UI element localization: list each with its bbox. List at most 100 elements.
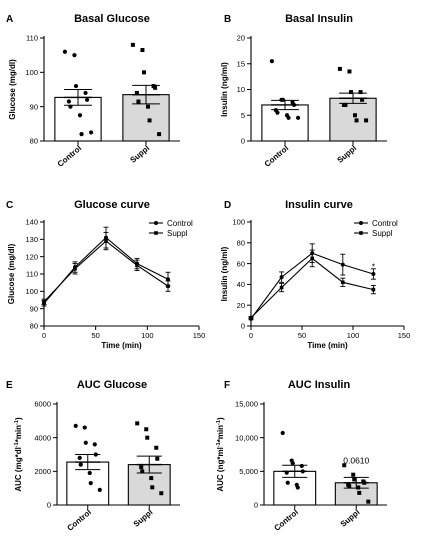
panel-title: Glucose curve [74, 199, 150, 211]
data-point-control [88, 130, 94, 135]
data-point-control [295, 485, 300, 490]
data-point-suppl [140, 469, 145, 474]
data-point-suppl [362, 480, 367, 485]
y-tick-label: 110 [26, 34, 38, 43]
y-tick-label: 2000 [34, 467, 51, 476]
legend-marker-suppl [154, 231, 158, 235]
data-point-control [79, 132, 84, 137]
data-point-control [62, 49, 68, 54]
data-point-suppl [249, 315, 253, 320]
y-axis-title: Glucose (mg/dl) [8, 59, 17, 120]
panel-letter: C [6, 200, 13, 211]
data-point-control [73, 423, 78, 428]
data-point-control [87, 470, 92, 476]
data-point-control [291, 102, 297, 108]
x-tick-label: 50 [91, 331, 99, 340]
data-point-control [97, 487, 102, 492]
legend-label: Suppl [372, 229, 393, 238]
panel-letter: B [224, 14, 231, 25]
x-category-label: Control [272, 508, 300, 533]
legend-marker-control [154, 221, 158, 225]
data-point-control [279, 275, 284, 280]
y-tick-label: 10 [237, 85, 245, 94]
panel-title: AUC Glucose [77, 379, 147, 391]
data-point-suppl [279, 285, 284, 290]
data-point-suppl [104, 239, 108, 243]
x-category-label: Suppl [128, 144, 151, 165]
y-tick-label: 80 [30, 322, 38, 331]
data-point-control [66, 99, 72, 104]
data-point-control [300, 469, 305, 474]
x-tick-label: 100 [347, 331, 360, 340]
data-point-control [93, 452, 98, 457]
data-point-suppl [353, 113, 357, 118]
data-point-control [284, 470, 289, 475]
data-point-suppl [366, 499, 371, 504]
y-tick-label: 100 [25, 68, 38, 77]
data-point-suppl [142, 70, 146, 75]
data-point-control [166, 277, 170, 282]
data-point-suppl [347, 69, 352, 74]
data-point-control [340, 262, 345, 267]
y-tick-label: 100 [25, 287, 38, 296]
data-point-suppl [159, 491, 164, 496]
y-axis-title: AUC (mg*dl-1*min-1) [14, 417, 23, 492]
data-point-control [78, 462, 83, 467]
panel-f: F AUC Insulin Control Suppl 0 5,000 10,000 15,0… [216, 379, 387, 533]
data-point-control [371, 272, 376, 276]
y-axis-title: Glucose (mg/dl) [7, 243, 16, 304]
data-point-control [275, 110, 280, 115]
legend-marker-suppl [359, 231, 363, 235]
data-point-suppl [149, 476, 154, 481]
data-point-suppl [354, 118, 359, 123]
y-tick-label: 120 [25, 252, 38, 261]
data-point-suppl [134, 90, 139, 95]
legend-label: Control [372, 219, 398, 228]
y-tick-label: 80 [237, 239, 245, 248]
x-category-label: Control [56, 144, 84, 169]
data-point-control [285, 480, 290, 485]
data-point-suppl [371, 287, 376, 292]
y-tick-label: 90 [30, 304, 38, 313]
y-axis-title: Insulin (ng/ml) [220, 246, 229, 301]
x-category-label: Suppl [339, 508, 362, 529]
data-point-control [299, 463, 304, 469]
data-point-control [290, 461, 295, 466]
y-axis-title: AUC (ng*ml-1*min-1) [216, 417, 225, 492]
data-point-suppl [364, 118, 369, 123]
data-point-control [72, 53, 77, 58]
data-point-control [286, 115, 291, 120]
x-category-label: Control [263, 144, 291, 169]
y-tick-label: 5,000 [239, 467, 258, 476]
panel-title: Insulin curve [285, 199, 353, 211]
data-point-suppl [349, 90, 353, 95]
data-point-control [84, 97, 90, 102]
data-point-suppl [153, 85, 158, 90]
y-tick-label: 20 [237, 301, 245, 310]
x-category-label: Suppl [132, 508, 155, 529]
p-value-annotation: 0.0610 [343, 455, 369, 465]
data-point-suppl [352, 477, 357, 482]
y-tick-label: 20 [237, 34, 245, 43]
data-point-control [88, 481, 93, 486]
data-point-suppl [145, 435, 150, 440]
y-axis-title-part: *min [14, 425, 23, 442]
data-point-suppl [166, 284, 170, 288]
x-category-label: Suppl [335, 144, 358, 165]
data-point-suppl [157, 132, 162, 137]
y-tick-label: 6000 [34, 400, 51, 409]
y-axis-title-part: AUC (mg*dl [14, 447, 23, 491]
x-tick-label: 0 [249, 331, 253, 340]
data-point-control [280, 97, 286, 102]
data-point-suppl [140, 48, 145, 53]
y-axis-title-part: -1 [216, 442, 222, 447]
y-axis-title-part: -1 [14, 420, 20, 425]
data-point-suppl [135, 263, 139, 268]
legend-label: Control [167, 219, 193, 228]
data-point-control [92, 442, 97, 447]
data-point-suppl [337, 66, 342, 71]
panel-letter: E [6, 380, 13, 391]
data-point-control [83, 90, 88, 96]
x-axis-title: Time (min) [101, 341, 142, 350]
